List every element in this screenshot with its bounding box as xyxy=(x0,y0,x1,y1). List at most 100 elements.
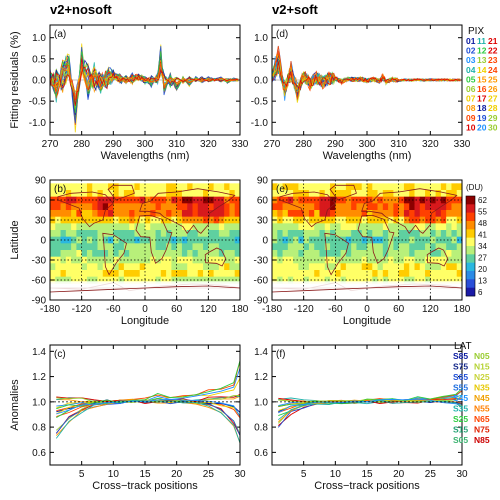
heatmap-cell xyxy=(60,183,67,191)
heatmap-cell xyxy=(155,210,162,218)
heatmap-cell xyxy=(293,190,299,198)
heatmap-cell xyxy=(425,190,431,198)
heatmap-cell xyxy=(382,230,389,238)
heatmap-cell xyxy=(134,183,141,191)
heatmap-cell xyxy=(272,223,278,231)
heatmap-cell xyxy=(435,196,442,204)
heatmap-cell xyxy=(361,250,368,258)
heatmap-cell xyxy=(388,190,394,198)
y-tick-label: -90 xyxy=(254,296,269,307)
heatmap-cell xyxy=(160,223,167,231)
heatmap-cell xyxy=(440,223,447,231)
lat-legend-item: N85 xyxy=(474,435,490,445)
heatmap-cell xyxy=(229,270,236,278)
heatmap-cell xyxy=(356,190,363,198)
heatmap-cell xyxy=(403,243,410,251)
heatmap-cell xyxy=(303,210,310,218)
heatmap-cell xyxy=(282,190,289,198)
heatmap-cell xyxy=(192,256,199,264)
heatmap-cell xyxy=(303,230,310,238)
heatmap-cell xyxy=(382,183,389,191)
heatmap-cell xyxy=(176,203,183,211)
y-tick-label: 1.0 xyxy=(254,397,268,408)
x-tick-label: 5 xyxy=(301,469,307,480)
heatmap-cell xyxy=(113,183,120,191)
heatmap-cell xyxy=(356,203,363,211)
heatmap-cell xyxy=(351,203,357,211)
pix-legend-item: 27 xyxy=(488,94,498,104)
heatmap-cell xyxy=(446,236,452,244)
y-tick-label: 1.0 xyxy=(32,397,46,408)
lat-legend-item: S45 xyxy=(453,393,468,403)
heatmap-cell xyxy=(319,223,326,231)
heatmap-cell xyxy=(403,216,410,224)
coastline xyxy=(135,214,173,264)
heatmap-cell xyxy=(319,270,326,278)
heatmap-cell xyxy=(118,203,125,211)
colorbar-tick-label: 34 xyxy=(478,242,487,251)
heatmap-cell xyxy=(324,216,331,224)
heatmap-cell xyxy=(282,203,289,211)
heatmap-cell xyxy=(97,230,104,238)
heatmap-cell xyxy=(97,243,104,251)
heatmap-cell xyxy=(171,190,178,198)
heatmap-cell xyxy=(435,203,442,211)
column-title-right: v2+soft xyxy=(272,2,319,17)
heatmap-cell xyxy=(166,256,172,264)
pix-legend-item: 25 xyxy=(488,74,498,84)
heatmap-cell xyxy=(145,203,151,211)
heatmap-cell xyxy=(419,270,426,278)
heatmap-cell xyxy=(139,270,146,278)
x-tick-label: 290 xyxy=(327,139,344,150)
heatmap-cell xyxy=(319,250,326,258)
heatmap-cell xyxy=(171,256,178,264)
heatmap-cell xyxy=(425,203,431,211)
heatmap-cell xyxy=(155,243,162,251)
map-area xyxy=(272,180,462,300)
heatmap-cell xyxy=(425,196,431,204)
heatmap-cell xyxy=(324,250,331,258)
x-tick-label: 15 xyxy=(139,469,151,480)
heatmap-cell xyxy=(213,203,220,211)
heatmap-cell xyxy=(303,203,310,211)
y-tick-label: 90 xyxy=(257,176,269,187)
heatmap-cell xyxy=(218,223,225,231)
heatmap-cell xyxy=(377,256,384,264)
heatmap-cell xyxy=(398,183,405,191)
heatmap-cell xyxy=(113,250,120,258)
heatmap-cell xyxy=(234,190,240,198)
lat-legend-item: S25 xyxy=(453,414,468,424)
heatmap-cell xyxy=(150,203,156,211)
heatmap-cell xyxy=(398,243,405,251)
heatmap-cell xyxy=(361,223,368,231)
heatmap-cell xyxy=(139,236,146,244)
heatmap-cell xyxy=(446,210,452,218)
heatmap-cell xyxy=(160,203,167,211)
x-tick-label: 310 xyxy=(390,139,407,150)
x-tick-label: 280 xyxy=(295,139,312,150)
heatmap-cell xyxy=(298,190,305,198)
heatmap-cell xyxy=(123,190,130,198)
heatmap-cell xyxy=(224,236,230,244)
colorbar-tick-label: 48 xyxy=(478,219,487,228)
heatmap-cell xyxy=(361,243,368,251)
heatmap-cell xyxy=(351,250,357,258)
heatmap-cell xyxy=(330,243,336,251)
heatmap-cell xyxy=(440,203,447,211)
heatmap-cell xyxy=(176,210,183,218)
heatmap-cell xyxy=(229,183,236,191)
heatmap-cell xyxy=(71,243,77,251)
heatmap-cell xyxy=(451,223,458,231)
heatmap-cell xyxy=(155,256,162,264)
colorbar-segment xyxy=(466,229,475,238)
heatmap-cell xyxy=(229,190,236,198)
heatmap-cell xyxy=(282,276,289,284)
heatmap-cell xyxy=(139,216,146,224)
heatmap-cell xyxy=(345,250,352,258)
heatmap-cell xyxy=(356,216,363,224)
coastline xyxy=(426,247,449,267)
heatmap-cell xyxy=(71,263,77,271)
heatmap-cell xyxy=(303,183,310,191)
y-tick-label: 0.8 xyxy=(32,423,46,434)
lat-legend-item: N65 xyxy=(474,414,490,424)
